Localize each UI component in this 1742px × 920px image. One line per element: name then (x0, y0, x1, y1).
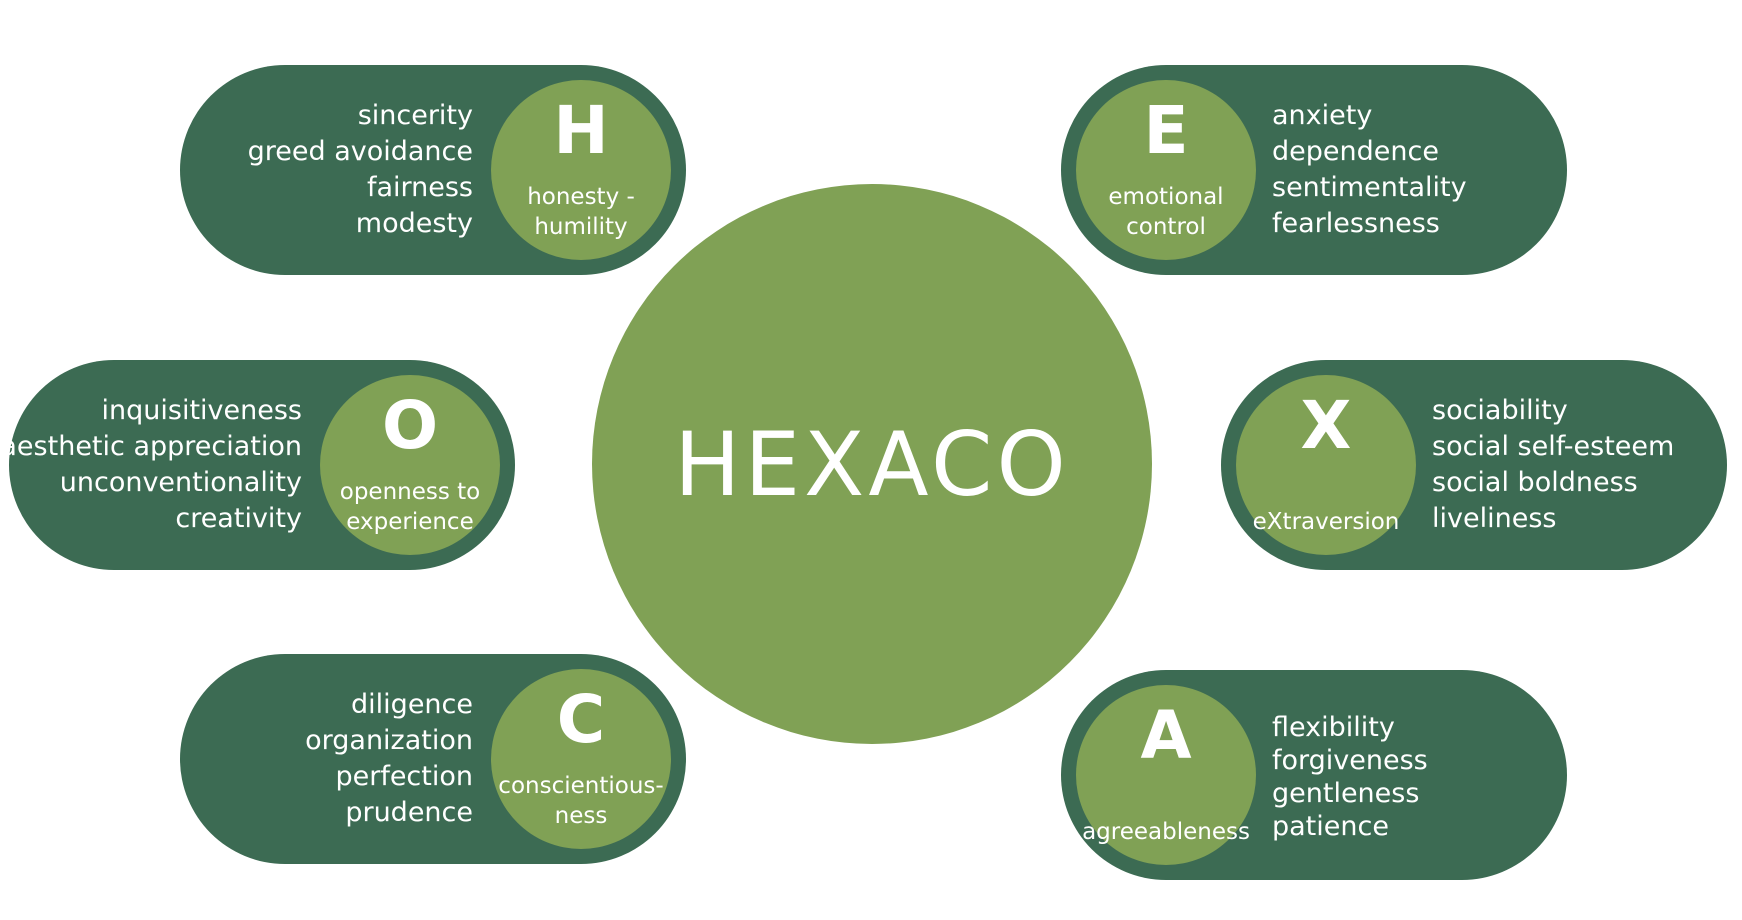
facet-item: flexibility (1272, 712, 1395, 743)
factor-pill-emotional-control: E emotional control anxiety dependence s… (1061, 65, 1567, 275)
factor-pill-extraversion: X eXtraversion sociability social self-e… (1221, 360, 1727, 570)
factor-name: conscientious- ness (498, 773, 664, 829)
facet-list-openness: inquisitiveness aesthetic appreciation u… (0, 393, 302, 537)
factor-pill-honesty-humility: sincerity greed avoidance fairness modes… (180, 65, 686, 275)
facet-item: prudence (345, 797, 473, 828)
facet-item: sentimentality (1272, 172, 1467, 203)
facet-item: diligence (351, 689, 473, 720)
facet-item: fairness (366, 172, 473, 203)
facet-list-emotional-control: anxiety dependence sentimentality fearle… (1272, 98, 1467, 242)
facet-list-agreeableness: flexibility forgiveness gentleness patie… (1272, 711, 1428, 843)
factor-letter: C (556, 681, 606, 758)
facet-item: greed avoidance (247, 136, 473, 167)
factor-badge-c: C conscientious- ness (491, 669, 671, 849)
facet-item: creativity (175, 503, 302, 534)
factor-badge-a: A agreeableness (1076, 685, 1256, 865)
facet-list-extraversion: sociability social self-esteem social bo… (1432, 393, 1674, 537)
factor-name: eXtraversion (1252, 509, 1400, 535)
facet-item: gentleness (1272, 778, 1420, 809)
facet-list-conscientiousness: diligence organization perfection pruden… (305, 687, 473, 831)
facet-list-honesty-humility: sincerity greed avoidance fairness modes… (248, 98, 473, 242)
factor-pill-conscientiousness: diligence organization perfection pruden… (180, 654, 686, 864)
factor-letter: E (1143, 92, 1189, 169)
hexaco-center-circle: HEXACO (592, 184, 1152, 744)
factor-name: honesty - humility (527, 184, 635, 240)
facet-item: patience (1272, 811, 1389, 842)
facet-item: sincerity (357, 100, 473, 131)
facet-item: unconventionality (59, 467, 302, 498)
facet-item: social self-esteem (1432, 431, 1675, 462)
facet-item: liveliness (1432, 503, 1557, 534)
factor-name: emotional control (1108, 184, 1224, 240)
factor-name: openness to experience (339, 479, 481, 535)
factor-badge-h: H honesty - humility (491, 80, 671, 260)
factor-pill-agreeableness: A agreeableness flexibility forgiveness … (1061, 670, 1567, 880)
facet-item: anxiety (1272, 100, 1373, 131)
facet-item: modesty (355, 208, 473, 239)
facet-item: inquisitiveness (101, 395, 302, 426)
facet-item: aesthetic appreciation (0, 431, 302, 462)
facet-item: sociability (1432, 395, 1568, 426)
facet-item: perfection (335, 761, 473, 792)
factor-letter: O (381, 387, 439, 464)
factor-name: agreeableness (1082, 819, 1250, 845)
factor-badge-e: E emotional control (1076, 80, 1256, 260)
factor-letter: A (1140, 697, 1192, 774)
factor-letter: X (1300, 387, 1352, 464)
facet-item: social boldness (1432, 467, 1638, 498)
factor-pill-openness: inquisitiveness aesthetic appreciation u… (0, 360, 515, 570)
facet-item: dependence (1272, 136, 1439, 167)
factor-badge-o: O openness to experience (320, 375, 500, 555)
diagram-title: HEXACO (674, 412, 1070, 516)
facet-item: organization (305, 725, 473, 756)
facet-item: fearlessness (1272, 208, 1440, 239)
factor-badge-x: X eXtraversion (1236, 375, 1416, 555)
factor-letter: H (553, 92, 609, 169)
facet-item: forgiveness (1272, 745, 1428, 776)
